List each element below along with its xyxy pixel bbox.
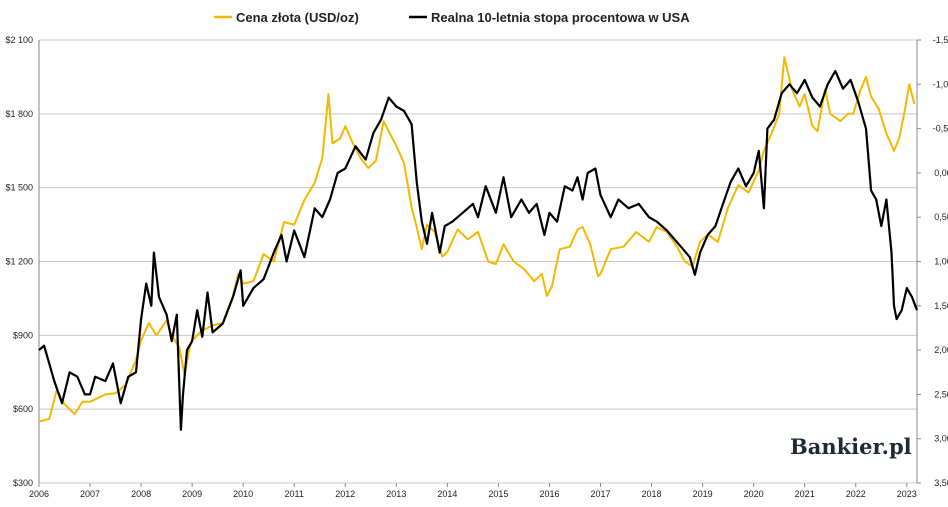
x-tick-label: 2008 bbox=[131, 489, 151, 499]
legend-label: Realna 10-letnia stopa procentowa w USA bbox=[431, 10, 690, 25]
x-tick-label: 2020 bbox=[744, 489, 764, 499]
x-tick-label: 2006 bbox=[29, 489, 49, 499]
right-axis-ticks: -1,50 -1,00 -0,50 0,00 0,50 1,00 1,50 2,00 2,50 3… bbox=[917, 35, 948, 488]
x-tick-label: 2009 bbox=[182, 489, 202, 499]
x-tick-label: 2013 bbox=[386, 489, 406, 499]
x-axis-ticks: 2006 2007 2008 2009 2010 2011 2012 2013 2014 2015… bbox=[29, 483, 917, 499]
x-tick-label: 2007 bbox=[80, 489, 100, 499]
x-tick-label: 2019 bbox=[693, 489, 713, 499]
right-tick-label: 3,00 bbox=[934, 434, 948, 444]
legend: Cena złota (USD/oz) Realna 10-letnia stop… bbox=[214, 10, 690, 25]
legend-label: Cena złota (USD/oz) bbox=[236, 10, 359, 25]
x-tick-label: 2014 bbox=[437, 489, 457, 499]
right-tick-label: 0,00 bbox=[934, 168, 948, 178]
left-tick-label: $1 800 bbox=[5, 109, 33, 119]
watermark-logo: Bankier.pl bbox=[790, 434, 912, 459]
x-tick-label: 2012 bbox=[335, 489, 355, 499]
left-tick-label: $1 500 bbox=[5, 183, 33, 193]
right-tick-label: -1,00 bbox=[933, 79, 948, 89]
x-tick-label: 2016 bbox=[539, 489, 559, 499]
grid-lines bbox=[38, 39, 918, 484]
x-tick-label: 2022 bbox=[846, 489, 866, 499]
series-line-real-rate bbox=[38, 69, 919, 431]
series-lines bbox=[38, 56, 919, 431]
right-tick-label: 1,00 bbox=[934, 257, 948, 267]
left-tick-label: $600 bbox=[13, 404, 33, 414]
left-tick-label: $900 bbox=[13, 330, 33, 340]
x-tick-label: 2010 bbox=[233, 489, 253, 499]
right-tick-label: 3,50 bbox=[934, 478, 948, 488]
right-tick-label: -1,50 bbox=[933, 35, 948, 45]
x-tick-label: 2015 bbox=[488, 489, 508, 499]
x-tick-label: 2021 bbox=[795, 489, 815, 499]
right-tick-label: 2,50 bbox=[934, 389, 948, 399]
left-tick-label: $2 100 bbox=[5, 35, 33, 45]
x-tick-label: 2018 bbox=[642, 489, 662, 499]
right-tick-label: -0,50 bbox=[933, 124, 948, 134]
right-tick-label: 2,00 bbox=[934, 345, 948, 355]
left-tick-label: $300 bbox=[13, 478, 33, 488]
left-axis-ticks: $300 $600 $900 $1 200 $1 500 $1 800 $2 100 bbox=[5, 35, 33, 488]
left-tick-label: $1 200 bbox=[5, 257, 33, 267]
right-tick-label: 1,50 bbox=[934, 301, 948, 311]
right-tick-label: 0,50 bbox=[934, 212, 948, 222]
x-tick-label: 2017 bbox=[590, 489, 610, 499]
series-line-gold bbox=[38, 56, 916, 423]
x-tick-label: 2011 bbox=[285, 489, 304, 499]
x-tick-label: 2023 bbox=[897, 489, 917, 499]
